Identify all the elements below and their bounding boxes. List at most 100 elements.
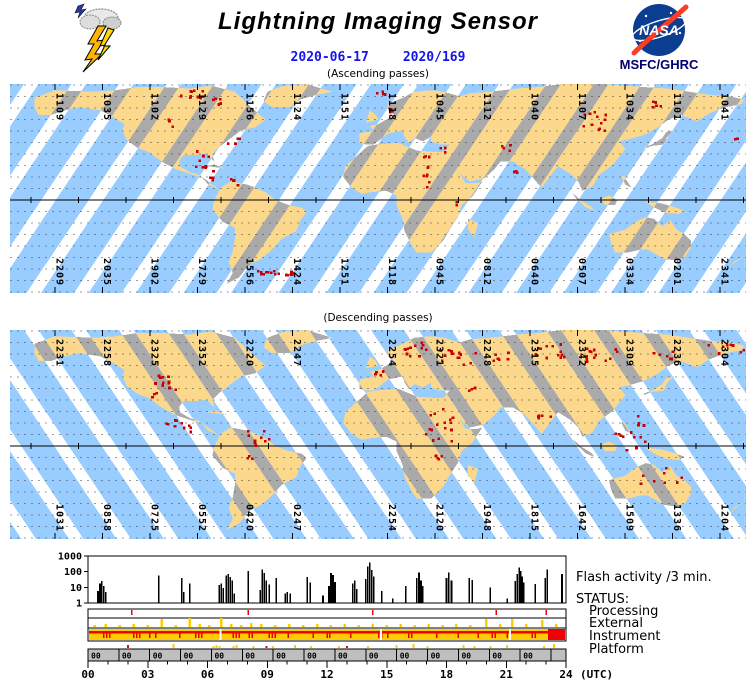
orbit-time-label: 2254 [386, 339, 397, 367]
orbit-time-label: 1815 [529, 504, 540, 532]
orbit-time-label: 2247 [291, 339, 302, 367]
orbit-time-label: 2309 [624, 339, 635, 367]
x-tick-label: 24 [559, 668, 573, 680]
orbit-time-label: 2231 [54, 339, 65, 367]
orbit-time-label: 1040 [529, 93, 540, 121]
orbit-labels-bottom: 2209 2035 1902 1729 1556 1424 1251 1118 0945 0812… [54, 258, 730, 293]
orbit-time-label: 2220 [244, 339, 255, 367]
lightning-flash-dots [151, 341, 745, 486]
orbit-time-label: 2315 [529, 339, 540, 367]
platform-cell-label: 00 [276, 652, 286, 661]
orbit-time-label: 2209 [54, 258, 65, 286]
orbit-time-label: 1902 [149, 258, 160, 286]
orbit-time-label: 1556 [244, 258, 255, 286]
orbit-time-label: 2236 [671, 339, 682, 367]
orbit-time-label: 1424 [291, 258, 302, 286]
orbit-time-label: 0945 [434, 258, 445, 286]
orbit-time-label: 1336 [671, 504, 682, 532]
descending-passes-map: 2231 2258 2325 2352 2220 2247 2254 2321 2248 2315… [10, 330, 746, 539]
x-axis: 00 03 06 09 12 15 18 21 24 (UTC) [81, 661, 613, 680]
orbit-time-label: 0812 [481, 258, 492, 286]
platform-cell-label: 00 [431, 652, 441, 661]
status-lane-platform [126, 644, 556, 648]
graticule-dots [10, 84, 746, 293]
orbit-time-label: 1102 [149, 93, 160, 121]
map-desc-svg: 2231 2258 2325 2352 2220 2247 2254 2321 2248 2315… [10, 330, 746, 539]
x-tick-label: 06 [201, 668, 215, 680]
orbit-time-label: 0334 [624, 258, 635, 286]
orbit-time-label: 2304 [719, 339, 730, 367]
date-line: 2020-06-17 2020/169 [0, 50, 756, 65]
orbit-time-label: 1151 [339, 93, 350, 121]
orbit-time-label: 2341 [719, 258, 730, 286]
platform-cell-label: 00 [492, 652, 502, 661]
y-axis: 1000 100 10 1 [58, 552, 567, 610]
orbit-time-label: 0640 [529, 258, 540, 286]
orbit-time-label: 2325 [149, 339, 160, 367]
page-title: Lightning Imaging Sensor [218, 8, 538, 35]
x-tick-label: 03 [141, 668, 154, 680]
orbit-time-label: 0552 [196, 504, 207, 532]
orbit-time-label: 1729 [196, 258, 207, 286]
status-lane-instrument [87, 627, 567, 642]
status-row-instrument: Instrument [589, 629, 661, 644]
orbit-time-label: 1118 [386, 258, 397, 286]
orbit-time-label: 0247 [291, 504, 302, 532]
orbit-time-label: 1045 [434, 93, 445, 121]
platform-cell-label: 00 [461, 652, 471, 661]
lightning-flash-dots [167, 89, 739, 277]
y-tick-label: 100 [64, 567, 82, 578]
equator-line [10, 443, 746, 449]
orbit-time-label: 1642 [576, 504, 587, 532]
date-value: 2020-06-17 [290, 50, 369, 65]
orbit-time-label: 1118 [386, 93, 397, 121]
orbit-time-label: 1035 [101, 93, 112, 121]
graticule-dots [10, 330, 746, 539]
nasa-logo: NASA [631, 4, 689, 56]
orbit-labels-top: 1109 1035 1102 1129 1156 1124 1151 1118 1045 1112… [54, 84, 730, 121]
orbit-labels-bottom: 1031 0858 0725 0552 0420 0247 2254 2120 1948 1815… [54, 504, 730, 539]
map-asc-svg: 1109 1035 1102 1129 1156 1124 1151 1118 1045 1112… [10, 84, 746, 293]
x-tick-label: 12 [320, 668, 333, 680]
status-row-platform: Platform [589, 642, 644, 657]
orbit-time-label: 1124 [291, 93, 302, 121]
orbit-time-label: 1251 [339, 258, 350, 286]
orbit-time-label: 1509 [624, 504, 635, 532]
day-of-year-value: 2020/169 [402, 50, 466, 65]
x-tick-label: 15 [380, 668, 393, 680]
orbit-time-label: 1156 [244, 93, 255, 121]
flash-bars [97, 562, 563, 603]
platform-cell-label: 00 [400, 652, 410, 661]
orbit-time-label: 1031 [54, 504, 65, 532]
platform-cell-label: 00 [184, 652, 194, 661]
x-tick-label: 00 [81, 668, 94, 680]
orbit-time-label: 1101 [671, 93, 682, 121]
orbit-time-label: 2258 [101, 339, 112, 367]
ascending-caption: (Ascending passes) [327, 68, 429, 80]
y-tick-label: 10 [70, 583, 82, 594]
orbit-time-label: 0201 [671, 258, 682, 286]
platform-cell-label: 00 [91, 652, 101, 661]
platform-cell-label: 00 [122, 652, 132, 661]
orbit-time-label: 1948 [481, 504, 492, 532]
status-row-external: External [589, 616, 643, 631]
orbit-time-label: 1112 [481, 93, 492, 121]
orbit-time-label: 1107 [576, 93, 587, 121]
platform-cell-label: 00 [523, 652, 533, 661]
platform-cell-label: 00 [153, 652, 163, 661]
platform-cell-label: 00 [245, 652, 255, 661]
orbit-time-label: 2342 [576, 339, 587, 367]
orbit-time-label: 2035 [101, 258, 112, 286]
orbit-time-label: 0725 [149, 504, 160, 532]
orbit-time-label: 1041 [719, 93, 730, 121]
platform-cell-label: 00 [307, 652, 317, 661]
status-title: STATUS: [576, 592, 630, 607]
platform-cell-label: 00 [338, 652, 348, 661]
orbit-time-label: 0858 [101, 504, 112, 532]
orbit-time-label: 2120 [434, 504, 445, 532]
agency-label: MSFC/GHRC [619, 57, 699, 72]
status-lane-external [87, 617, 567, 629]
status-row-processing: Processing [589, 604, 659, 619]
platform-strip: 00 00 00 00 00 00 00 00 00 00 00 00 00 00 00 [87, 648, 567, 662]
lightning-cloud-icon [74, 3, 122, 73]
